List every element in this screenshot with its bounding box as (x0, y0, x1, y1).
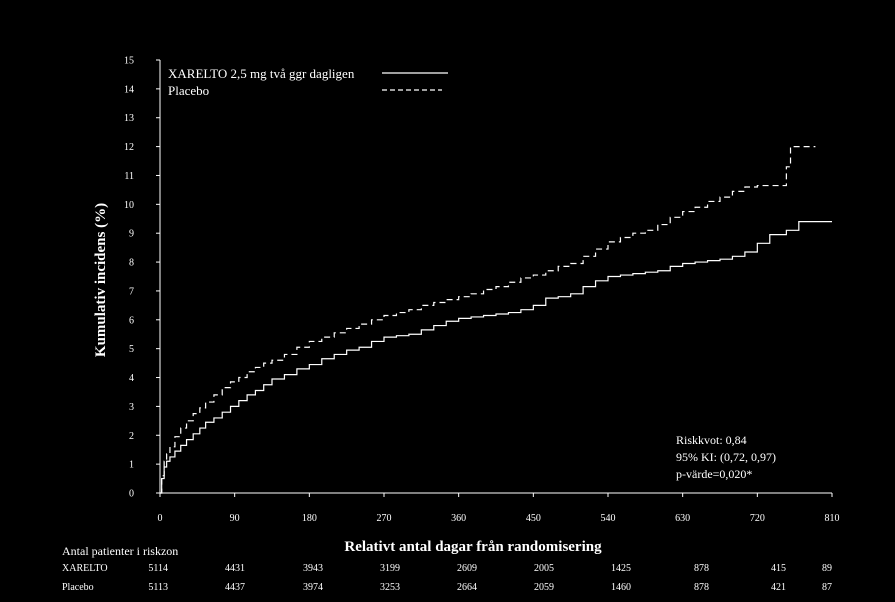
risk-table: Antal patienter i riskzon XARELTO Placeb… (62, 544, 832, 593)
y-tick-label: 12 (124, 142, 134, 153)
statistics-annotation: Riskkvot: 0,84 95% KI: (0,72, 0,97) p-vä… (676, 433, 776, 481)
x-tick-labels: 0 90 180 270 360 450 540 630 720 810 (158, 493, 840, 524)
y-tick-label: 1 (129, 460, 134, 471)
y-tick-label: 3 (129, 402, 134, 413)
risk-cell: 4437 (225, 582, 245, 593)
legend: XARELTO 2,5 mg två ggr dagligen Placebo (168, 66, 448, 98)
series-line-xarelto (160, 221, 832, 494)
risk-cell: 3974 (303, 582, 323, 593)
y-tick-label: 15 (124, 56, 134, 67)
risk-cell: 87 (822, 582, 832, 593)
axes (159, 60, 832, 494)
y-tick-label: 11 (124, 171, 134, 182)
x-tick-label: 270 (377, 513, 392, 524)
risk-cell: 1425 (611, 563, 631, 574)
risk-cell: 421 (771, 582, 786, 593)
series-line-placebo (160, 146, 816, 494)
y-tick-label: 8 (129, 258, 134, 269)
risk-cell: 4431 (225, 563, 245, 574)
y-tick-label: 6 (129, 315, 134, 326)
risk-cell: 3253 (380, 582, 400, 593)
p-value: p-värde=0,020* (676, 467, 752, 481)
x-tick-label: 360 (451, 513, 466, 524)
x-tick-label: 810 (825, 513, 840, 524)
risk-cell: 2609 (457, 563, 477, 574)
y-tick-label: 4 (129, 373, 134, 384)
x-tick-label: 720 (750, 513, 765, 524)
y-tick-label: 9 (129, 229, 134, 240)
risk-row-label-xarelto: XARELTO (62, 563, 108, 574)
risk-cell: 5114 (148, 563, 168, 574)
risk-cell: 3943 (303, 563, 323, 574)
risk-cell: 2005 (534, 563, 554, 574)
risk-cell: 878 (694, 563, 709, 574)
y-tick-label: 13 (124, 113, 134, 124)
risk-table-title: Antal patienter i riskzon (62, 544, 178, 558)
risk-cell: 5113 (148, 582, 168, 593)
x-tick-label: 630 (675, 513, 690, 524)
risk-cell: 3199 (380, 563, 400, 574)
y-tick-label: 10 (124, 200, 134, 211)
y-tick-label: 2 (129, 431, 134, 442)
x-tick-label: 0 (158, 513, 163, 524)
series-lines (160, 146, 832, 494)
risk-cell: 2664 (457, 582, 477, 593)
risk-cell: 89 (822, 563, 832, 574)
y-tick-label: 7 (129, 286, 134, 297)
legend-label-xarelto: XARELTO 2,5 mg två ggr dagligen (168, 66, 355, 81)
risk-row-label-placebo: Placebo (62, 582, 94, 593)
risk-cell: 878 (694, 582, 709, 593)
y-tick-label: 14 (124, 84, 134, 95)
y-tick-label: 5 (129, 344, 134, 355)
risk-cell: 415 (771, 563, 786, 574)
hazard-ratio: Riskkvot: 0,84 (676, 433, 747, 447)
risk-cell: 2059 (534, 582, 554, 593)
confidence-interval: 95% KI: (0,72, 0,97) (676, 450, 776, 464)
y-tick-label: 0 (129, 489, 134, 500)
x-tick-label: 180 (302, 513, 317, 524)
legend-label-placebo: Placebo (168, 83, 209, 98)
x-tick-label: 90 (230, 513, 240, 524)
risk-cell: 1460 (611, 582, 631, 593)
y-axis-title: Kumulativ incidens (%) (93, 203, 109, 357)
x-axis-title: Relativt antal dagar från randomisering (344, 539, 602, 555)
x-tick-label: 540 (601, 513, 616, 524)
x-tick-label: 450 (526, 513, 541, 524)
